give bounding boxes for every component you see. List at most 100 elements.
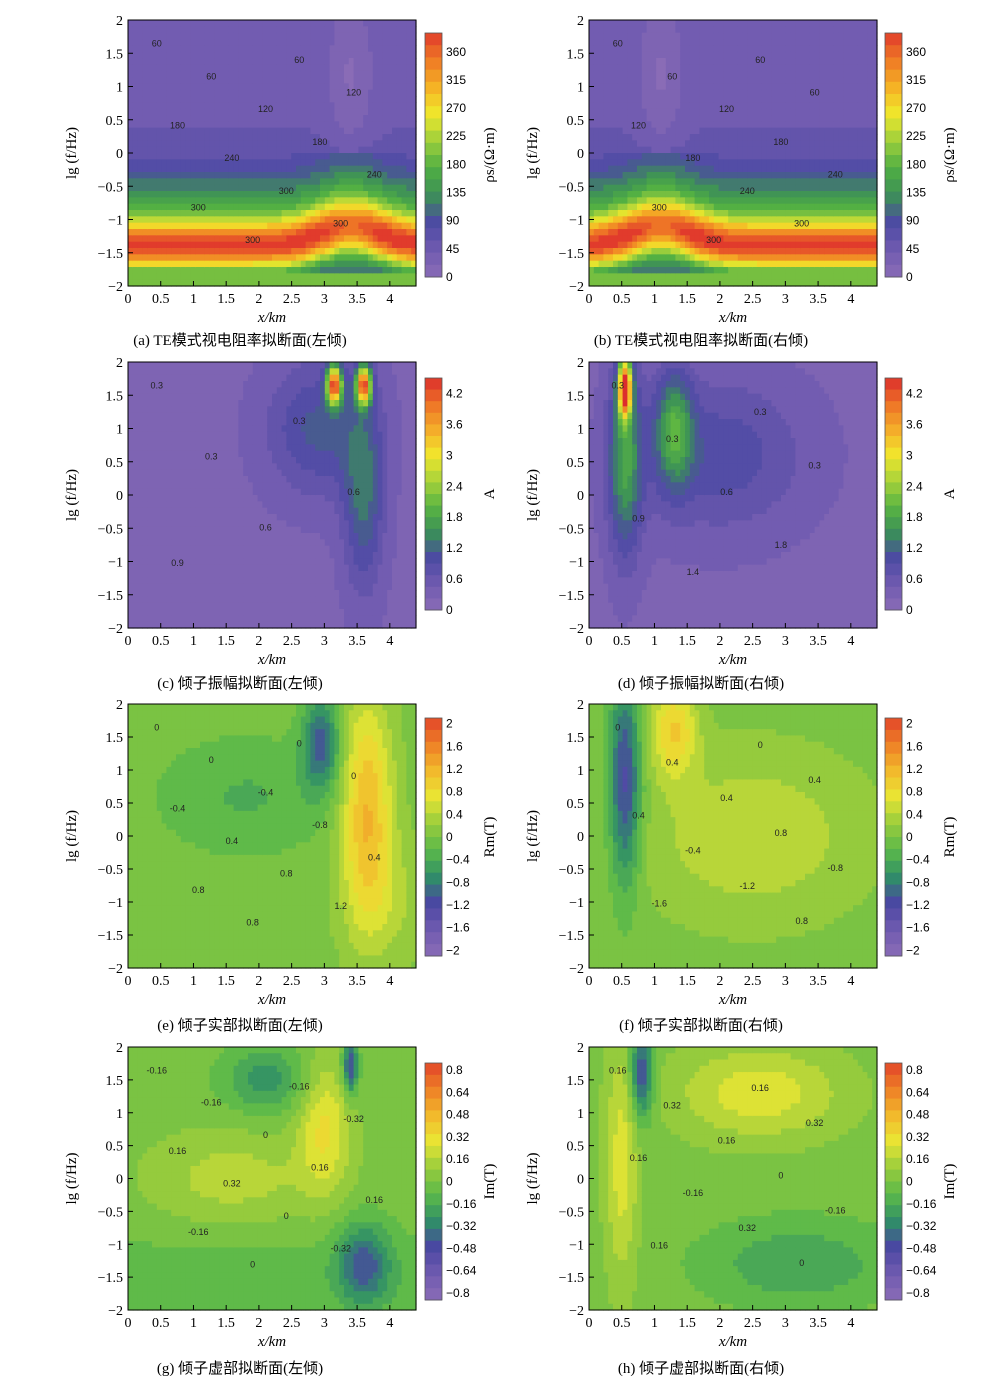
heatmap-cell — [665, 210, 672, 217]
heatmap-cell — [348, 222, 355, 230]
heatmap-cell — [281, 222, 287, 230]
heatmap-cell — [224, 184, 230, 192]
heatmap-cell — [286, 146, 292, 154]
heatmap-cell — [267, 140, 273, 148]
heatmap-cell — [838, 32, 844, 40]
heatmap-cell — [637, 96, 643, 103]
heatmap-cell — [324, 146, 331, 154]
heatmap-cell — [598, 39, 604, 46]
heatmap-cell — [339, 64, 345, 72]
heatmap-cell — [603, 89, 609, 97]
heatmap-cell — [252, 267, 259, 274]
heatmap-cell — [248, 229, 254, 236]
heatmap-cell — [805, 140, 811, 148]
heatmap-cell — [243, 210, 249, 217]
heatmap-cell — [195, 108, 201, 116]
heatmap-cell — [632, 178, 638, 186]
heatmap-cell — [747, 279, 753, 287]
heatmap-cell — [685, 134, 691, 141]
heatmap-cell — [334, 235, 340, 243]
heatmap-cell — [809, 210, 816, 217]
heatmap-cell — [248, 89, 254, 97]
heatmap-cell — [368, 159, 374, 167]
heatmap-cell — [363, 172, 369, 179]
heatmap-cell — [829, 165, 835, 173]
heatmap-cell — [272, 77, 278, 84]
heatmap-cell — [171, 260, 177, 268]
heatmap-cell — [243, 89, 249, 97]
heatmap-cell — [853, 216, 859, 224]
heatmap-cell — [305, 108, 311, 116]
heatmap-cell — [790, 89, 796, 97]
heatmap-cell — [190, 121, 196, 129]
heatmap-cell — [718, 235, 724, 243]
heatmap-cell — [824, 216, 830, 224]
heatmap-cell — [637, 77, 643, 84]
heatmap-cell — [339, 121, 345, 129]
heatmap-cell — [795, 254, 801, 262]
heatmap-cell — [661, 191, 667, 198]
heatmap-cell — [387, 140, 393, 148]
heatmap-cell — [315, 45, 321, 53]
heatmap-cell — [781, 260, 787, 268]
heatmap-cell — [675, 191, 681, 198]
heatmap-cell — [171, 222, 177, 230]
heatmap-cell — [790, 235, 796, 243]
heatmap-cell — [142, 39, 148, 46]
heatmap-cell — [694, 159, 700, 167]
heatmap-cell — [228, 20, 235, 27]
heatmap-cell — [742, 146, 748, 154]
heatmap-cell — [281, 216, 287, 224]
heatmap-cell — [665, 58, 672, 65]
heatmap-cell — [829, 77, 835, 84]
heatmap-cell — [675, 83, 681, 91]
heatmap-cell — [147, 39, 153, 46]
heatmap-cell — [713, 248, 720, 255]
heatmap-cell — [387, 159, 393, 167]
heatmap-cell — [593, 134, 600, 141]
heatmap-cell — [238, 184, 244, 192]
heatmap-cell — [310, 254, 316, 262]
heatmap-cell — [704, 222, 710, 230]
heatmap-cell — [853, 102, 859, 110]
heatmap-cell — [757, 260, 763, 268]
heatmap-cell — [382, 248, 388, 255]
heatmap-cell — [195, 165, 201, 173]
heatmap-cell — [267, 58, 273, 65]
heatmap-cell — [694, 121, 700, 129]
heatmap-cell — [761, 191, 768, 198]
heatmap-cell — [665, 159, 672, 167]
heatmap-cell — [305, 248, 311, 255]
heatmap-cell — [262, 191, 268, 198]
heatmap-cell — [829, 102, 835, 110]
heatmap-cell — [598, 26, 604, 34]
heatmap-cell — [180, 159, 187, 167]
heatmap-cell — [214, 115, 220, 122]
heatmap-cell — [281, 140, 287, 148]
heatmap-cell — [344, 165, 350, 173]
heatmap-cell — [771, 39, 777, 46]
heatmap-cell — [156, 248, 163, 255]
heatmap-cell — [632, 83, 638, 91]
heatmap-cell — [848, 96, 854, 103]
heatmap-cell — [713, 222, 720, 230]
heatmap-cell — [589, 254, 595, 262]
heatmap-cell — [718, 229, 724, 236]
heatmap-cell — [824, 102, 830, 110]
heatmap-cell — [761, 70, 768, 78]
y-tick-label: 2 — [116, 14, 123, 29]
heatmap-cell — [848, 229, 854, 236]
heatmap-cell — [281, 241, 287, 249]
heatmap-cell — [411, 83, 417, 91]
heatmap-cell — [267, 273, 273, 281]
heatmap-cell — [372, 70, 379, 78]
heatmap-cell — [728, 89, 734, 97]
heatmap-cell — [737, 20, 744, 27]
heatmap-cell — [248, 165, 254, 173]
heatmap-cell — [617, 254, 624, 262]
heatmap-cell — [661, 153, 667, 160]
heatmap-cell — [689, 83, 696, 91]
heatmap-cell — [833, 216, 840, 224]
heatmap-cell — [838, 197, 844, 205]
heatmap-cell — [387, 45, 393, 53]
